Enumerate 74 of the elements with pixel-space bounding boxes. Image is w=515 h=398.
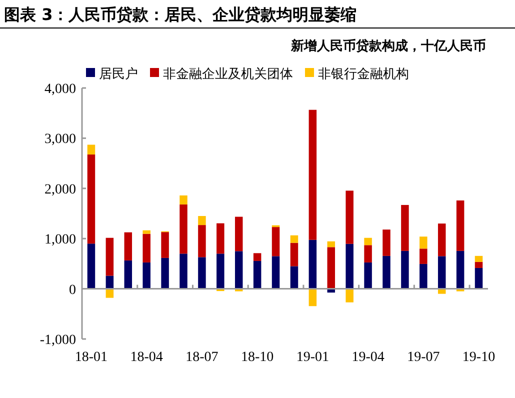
bar <box>234 251 243 289</box>
bar <box>290 266 298 289</box>
bar <box>456 250 464 289</box>
x-tick-label: 18-07 <box>186 350 218 365</box>
bar <box>124 260 132 289</box>
bar <box>290 242 298 266</box>
x-tick-label: 18-04 <box>130 350 163 365</box>
bar <box>253 260 262 289</box>
bar <box>438 224 446 256</box>
bar <box>401 204 409 251</box>
bar <box>198 257 206 289</box>
x-tick-label: 18-01 <box>74 350 108 365</box>
bar <box>272 256 280 289</box>
bar <box>180 195 188 204</box>
bar <box>438 256 446 289</box>
bar <box>253 253 262 261</box>
bar <box>106 288 114 298</box>
bar <box>161 258 169 289</box>
legend-label: 非金融企业及机关团体 <box>163 67 293 82</box>
x-tick-label: 19-04 <box>352 350 384 365</box>
bar <box>87 144 96 155</box>
bar <box>308 288 317 306</box>
y-tick-label: 3,000 <box>44 132 76 148</box>
bar <box>474 268 483 289</box>
bar <box>106 276 114 289</box>
y-tick-label: 1,000 <box>44 232 76 248</box>
x-tick-label: 19-10 <box>462 350 496 365</box>
bar <box>346 288 354 302</box>
bar <box>161 232 169 258</box>
bar <box>327 241 336 248</box>
bar <box>180 204 188 254</box>
bar <box>308 240 317 289</box>
y-tick-label: 2,000 <box>44 182 76 198</box>
bar <box>142 262 150 289</box>
bar <box>420 264 428 289</box>
bar <box>474 262 483 268</box>
bar <box>420 236 428 249</box>
bar <box>364 262 372 289</box>
bar <box>420 248 428 264</box>
bar <box>346 190 354 244</box>
bar <box>382 230 390 256</box>
legend-label: 非银行金融机构 <box>318 67 409 82</box>
bar <box>142 234 150 262</box>
bar <box>364 238 372 246</box>
bar <box>382 256 390 289</box>
bar <box>272 227 280 256</box>
bar <box>327 247 336 289</box>
bar <box>216 223 224 254</box>
x-tick-label: 19-07 <box>407 350 440 365</box>
x-tick-label: 19-01 <box>296 350 330 365</box>
chart-title: 图表 3：人民币贷款：居民、企业贷款均明显萎缩 <box>4 5 357 24</box>
bar <box>234 216 243 252</box>
y-tick-label: 0 <box>69 282 76 298</box>
bar <box>308 110 317 240</box>
bar <box>290 235 298 243</box>
chart-subtitle: 新增人民币贷款构成，十亿人民币 <box>290 38 486 54</box>
y-tick-label: 4,000 <box>44 82 76 97</box>
bar <box>180 254 188 289</box>
bar <box>346 244 354 289</box>
x-tick-label: 18-10 <box>240 350 274 365</box>
bar <box>106 238 114 276</box>
bar <box>216 254 224 289</box>
legend-label: 居民户 <box>99 67 138 82</box>
bar <box>124 232 132 260</box>
bar <box>474 256 483 262</box>
bar <box>401 250 409 289</box>
bar <box>456 200 464 251</box>
bar <box>142 230 150 234</box>
bar <box>198 216 206 226</box>
bar <box>87 244 96 289</box>
bar <box>87 154 96 244</box>
bar <box>364 245 372 262</box>
y-tick-label: -1,000 <box>40 333 76 348</box>
bar <box>198 225 206 258</box>
